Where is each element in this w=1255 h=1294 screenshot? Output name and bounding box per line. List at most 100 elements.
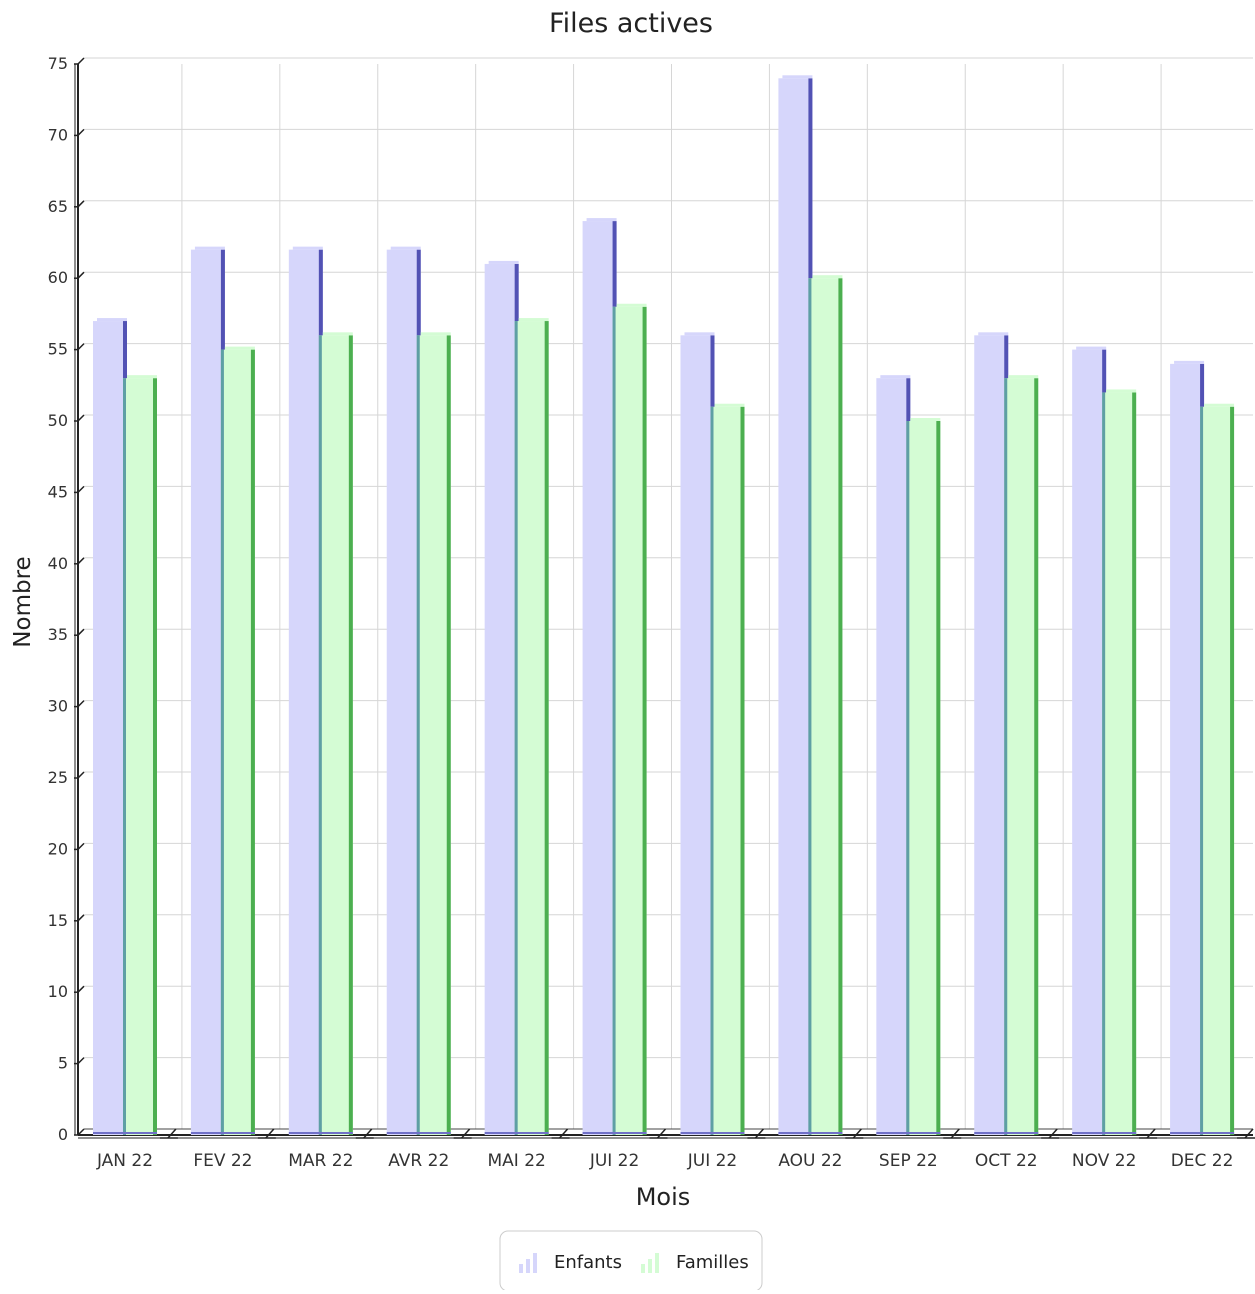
- bar-familles-side: [1132, 392, 1137, 1135]
- bar-familles-side: [1034, 378, 1039, 1135]
- y-axis-label: Nombre: [10, 556, 36, 647]
- bar-familles-top: [714, 403, 745, 407]
- bar-familles: [710, 406, 745, 1136]
- bar-familles-side: [446, 335, 451, 1135]
- legend-swatch-bar-mid: [648, 1259, 652, 1273]
- bar-familles: [1200, 406, 1235, 1136]
- bar-enfants-top: [488, 260, 519, 264]
- bar-enfants-top: [194, 246, 225, 250]
- bar-familles-side: [1230, 406, 1235, 1136]
- x-tick-label: JUI 22: [589, 1151, 640, 1171]
- x-axis-break-slash: [852, 1128, 862, 1139]
- y-tick-label: 25: [48, 768, 68, 787]
- bar-enfants: [386, 249, 421, 1135]
- bar-familles-left-edge: [123, 378, 126, 1135]
- bar-enfants-top: [880, 375, 911, 379]
- bar-familles: [1004, 378, 1039, 1135]
- x-tick-label: AOU 22: [778, 1151, 842, 1171]
- bar-enfants-top: [782, 75, 813, 79]
- legend-item-enfants: Enfants: [519, 1252, 622, 1273]
- legend-swatch-bar-small: [519, 1264, 523, 1273]
- y-tick-label: 5: [58, 1054, 68, 1073]
- y-tick-label: 35: [48, 625, 68, 644]
- bar-familles-side: [838, 278, 843, 1135]
- y-tick-label: 10: [48, 982, 68, 1001]
- x-axis-break-slash: [656, 1128, 667, 1139]
- bar-familles: [123, 378, 157, 1135]
- bar-enfants-top: [292, 246, 323, 250]
- bar-familles-top: [1008, 375, 1039, 379]
- bar-familles-top: [1204, 403, 1235, 407]
- bar-familles: [514, 321, 549, 1135]
- bar-familles: [1102, 392, 1137, 1135]
- bar-enfants: [288, 249, 323, 1135]
- legend-swatch-bar-small: [641, 1264, 645, 1273]
- bar-familles: [416, 335, 451, 1135]
- bar-familles-top: [127, 375, 157, 379]
- chart-title: Files actives: [549, 8, 713, 39]
- bar-familles-side: [936, 421, 941, 1135]
- x-tick-label: DEC 22: [1171, 1151, 1234, 1171]
- bar-familles: [220, 349, 255, 1136]
- x-axis-break-slash: [1146, 1128, 1156, 1139]
- y-tick-label: 75: [48, 54, 68, 73]
- x-axis-break-slash: [1048, 1128, 1058, 1139]
- y-tick-label: 45: [48, 482, 68, 501]
- bars-layer: [93, 75, 1235, 1136]
- x-axis-break-slash: [559, 1128, 569, 1139]
- bar-familles-side: [250, 349, 255, 1136]
- legend-item-familles: Familles: [641, 1252, 749, 1273]
- bar-familles-left-edge: [220, 349, 224, 1136]
- legend-label-enfants: Enfants: [554, 1252, 622, 1273]
- bar-familles-left-edge: [1102, 392, 1106, 1135]
- y-tick-label: 15: [48, 911, 68, 930]
- x-tick-label: JUI 22: [687, 1151, 738, 1171]
- bar-familles-left-edge: [612, 306, 616, 1135]
- bar-familles-left-edge: [808, 278, 812, 1135]
- bar-enfants-top: [97, 318, 127, 322]
- y-tick-label: 40: [48, 554, 68, 573]
- y-tick-3d-mark: [77, 57, 85, 65]
- bar-enfants: [1170, 363, 1205, 1135]
- bar-familles-top: [518, 318, 549, 322]
- legend-label-familles: Familles: [676, 1252, 749, 1273]
- bar-familles-top: [420, 332, 451, 336]
- bar-familles-side: [348, 335, 353, 1135]
- axis-layer: 0 5 10 15 20 25 30 35 40 45 50 55 60 65 70 75 JAN 22 FEV …: [48, 54, 1255, 1171]
- bar-enfants-top: [978, 332, 1009, 336]
- y-tick-label: 65: [48, 197, 68, 216]
- x-tick-label: AVR 22: [388, 1151, 449, 1171]
- x-tick-label: MAI 22: [487, 1151, 545, 1171]
- bar-familles-side: [544, 321, 549, 1135]
- bar-enfants: [484, 263, 519, 1135]
- bar-enfants-top: [586, 218, 617, 222]
- y-tick-label: 55: [48, 340, 68, 359]
- y-tick-label: 70: [48, 125, 68, 144]
- x-tick-label: FEV 22: [193, 1151, 252, 1171]
- x-axis-break-slash: [1244, 1128, 1254, 1139]
- bar-familles-top: [910, 418, 941, 421]
- bar-enfants: [974, 335, 1009, 1135]
- bar-familles-side: [740, 406, 745, 1136]
- bar-familles-left-edge: [416, 335, 420, 1135]
- y-tick-label: 60: [48, 268, 68, 287]
- x-tick-label: MAR 22: [288, 1151, 353, 1171]
- y-tick-label: 30: [48, 697, 68, 716]
- bar-enfants-top: [1174, 360, 1205, 364]
- bar-familles-side: [642, 306, 647, 1135]
- bar-familles-top: [224, 346, 255, 350]
- y-tick-label: 50: [48, 411, 68, 430]
- x-axis-break-slash: [363, 1128, 373, 1139]
- legend-swatch-bar-tall: [655, 1253, 659, 1273]
- bar-familles: [612, 306, 647, 1135]
- bar-familles: [906, 421, 941, 1135]
- legend: Enfants Familles: [499, 1230, 763, 1292]
- y-tick-label: 0: [58, 1125, 68, 1144]
- grid-layer: [84, 57, 1253, 1129]
- bar-enfants: [1072, 349, 1107, 1136]
- bar-enfants-top: [1076, 346, 1107, 350]
- bar-familles: [808, 278, 843, 1135]
- x-axis-break-slash: [167, 1128, 177, 1139]
